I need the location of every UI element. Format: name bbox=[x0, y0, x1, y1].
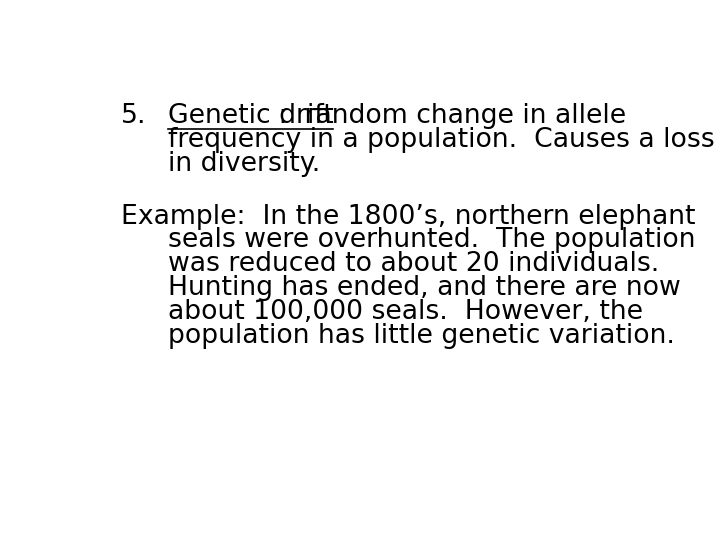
Text: :  random change in allele: : random change in allele bbox=[168, 103, 626, 129]
Text: about 100,000 seals.  However, the: about 100,000 seals. However, the bbox=[168, 299, 642, 325]
Text: 5.: 5. bbox=[121, 103, 146, 129]
Text: Example:  In the 1800’s, northern elephant: Example: In the 1800’s, northern elephan… bbox=[121, 204, 696, 230]
Text: Genetic drift: Genetic drift bbox=[168, 103, 333, 129]
Text: seals were overhunted.  The population: seals were overhunted. The population bbox=[168, 227, 695, 253]
Text: in diversity.: in diversity. bbox=[168, 151, 320, 177]
Text: was reduced to about 20 individuals.: was reduced to about 20 individuals. bbox=[168, 251, 659, 278]
Text: population has little genetic variation.: population has little genetic variation. bbox=[168, 323, 675, 349]
Text: Hunting has ended, and there are now: Hunting has ended, and there are now bbox=[168, 275, 680, 301]
Text: frequency in a population.  Causes a loss: frequency in a population. Causes a loss bbox=[168, 127, 714, 153]
